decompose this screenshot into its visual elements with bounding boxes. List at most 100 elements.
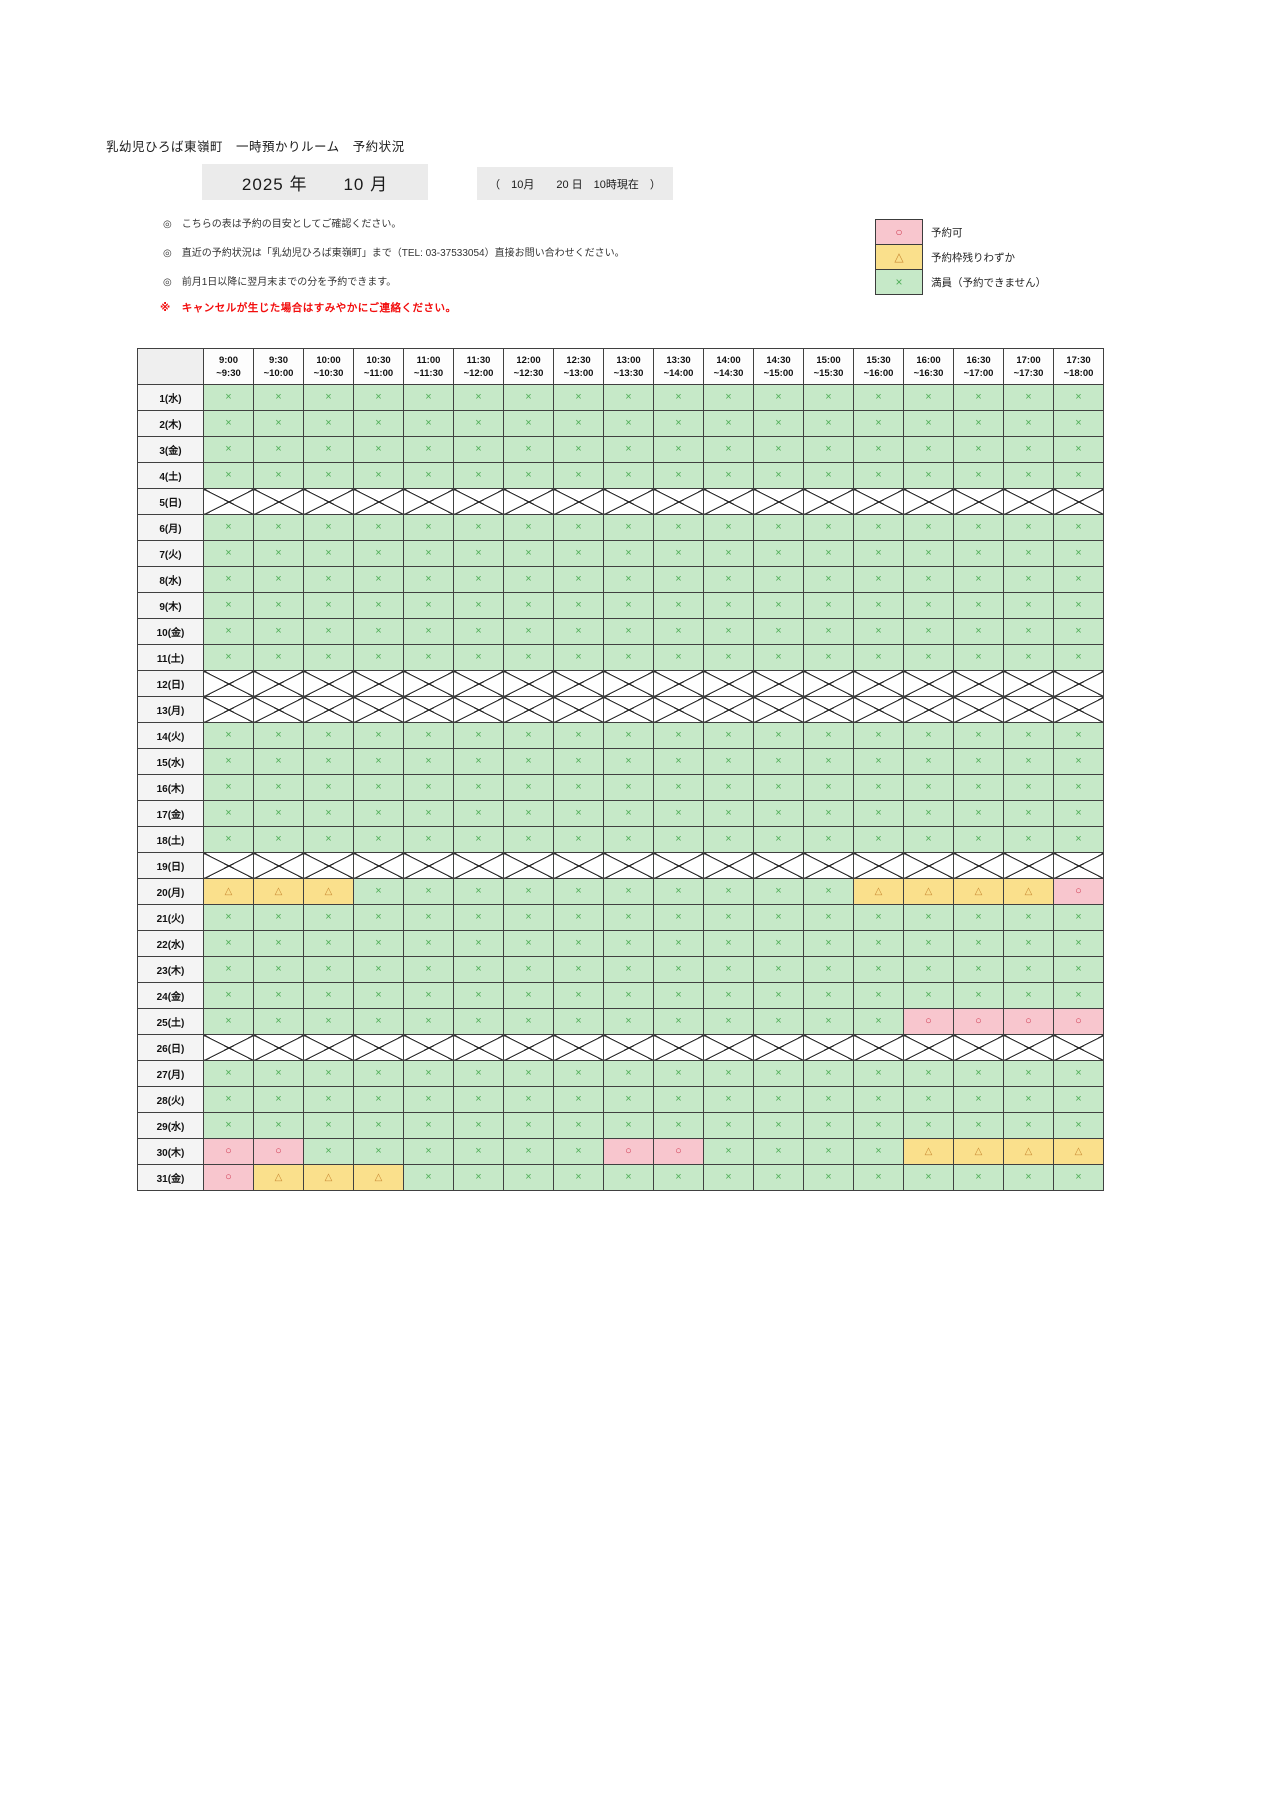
slot-cell-closed <box>953 1034 1004 1061</box>
slot-cell-full: × <box>803 1164 854 1191</box>
slot-cell-closed <box>853 852 904 879</box>
slot-cell-full: × <box>503 384 554 411</box>
slot-cell-full: × <box>503 410 554 437</box>
slot-cell-closed <box>253 696 304 723</box>
slot-cell-full: × <box>953 774 1004 801</box>
time-slot-header: 15:00 ~15:30 <box>803 348 854 385</box>
slot-cell-full: × <box>503 774 554 801</box>
slot-cell-full: × <box>953 644 1004 671</box>
day-label: 24(金) <box>137 982 204 1009</box>
day-row: 24(金) × × × × × × × × × × × × × × × × × × <box>137 982 1104 1009</box>
slot-cell-full: × <box>253 644 304 671</box>
slot-cell-full: × <box>1053 748 1104 775</box>
time-slot-start: 12:00 <box>516 354 541 366</box>
slot-cell-full: × <box>803 514 854 541</box>
corner-cell <box>137 348 204 385</box>
slot-cell-full: × <box>353 774 404 801</box>
slot-cell-full: × <box>303 514 354 541</box>
time-slot-end: ~13:30 <box>613 367 644 379</box>
slot-cell-full: × <box>1003 410 1054 437</box>
slot-cell-full: × <box>303 462 354 489</box>
slot-cell-full: × <box>953 618 1004 645</box>
slot-cell-full: × <box>453 410 504 437</box>
slot-cell-full: × <box>403 982 454 1009</box>
slot-cell-full: × <box>803 748 854 775</box>
slot-cell-full: × <box>553 514 604 541</box>
slot-cell-full: × <box>853 982 904 1009</box>
slot-cell-full: × <box>403 1008 454 1035</box>
slot-cell-closed <box>703 696 754 723</box>
time-slot-header: 16:00 ~16:30 <box>903 348 954 385</box>
slot-cell-full: × <box>253 982 304 1009</box>
slot-cell-few: △ <box>1003 878 1054 905</box>
legend-row: ○ 予約可 <box>875 219 1046 245</box>
slot-cell-closed <box>603 488 654 515</box>
slot-cell-full: × <box>953 384 1004 411</box>
time-slot-end: ~14:30 <box>713 367 744 379</box>
slot-cell-full: × <box>753 982 804 1009</box>
time-slot-end: ~17:30 <box>1013 367 1044 379</box>
slot-cell-closed <box>503 1034 554 1061</box>
time-slot-end: ~12:30 <box>513 367 544 379</box>
slot-cell-full: × <box>903 618 954 645</box>
slot-cell-full: × <box>403 800 454 827</box>
slot-cell-full: × <box>253 566 304 593</box>
slot-cell-full: × <box>553 904 604 931</box>
slot-cell-closed <box>403 852 454 879</box>
slot-cell-full: × <box>953 1164 1004 1191</box>
slot-cell-full: × <box>553 618 604 645</box>
slot-cell-full: × <box>1003 566 1054 593</box>
page-title: 乳幼児ひろば東嶺町 一時預かりルーム 予約状況 <box>106 140 405 154</box>
slot-cell-full: × <box>803 956 854 983</box>
slot-cell-full: × <box>703 618 754 645</box>
slot-cell-full: × <box>1053 1086 1104 1113</box>
slot-cell-full: × <box>953 514 1004 541</box>
slot-cell-full: × <box>753 956 804 983</box>
slot-cell-closed <box>453 1034 504 1061</box>
day-row: 17(金) × × × × × × × × × × × × × × × × × × <box>137 800 1104 827</box>
legend-row: × 満員（予約できません） <box>875 269 1046 295</box>
slot-cell-full: × <box>653 722 704 749</box>
slot-cell-full: × <box>553 540 604 567</box>
slot-cell-full: × <box>653 410 704 437</box>
slot-cell-full: × <box>903 1060 954 1087</box>
slot-cell-closed <box>303 696 354 723</box>
slot-cell-closed <box>903 852 954 879</box>
slot-cell-full: × <box>453 878 504 905</box>
slot-cell-full: × <box>253 540 304 567</box>
slot-cell-closed <box>303 670 354 697</box>
slot-cell-full: × <box>403 1164 454 1191</box>
slot-cell-closed <box>603 670 654 697</box>
slot-cell-full: × <box>803 982 854 1009</box>
slot-cell-full: × <box>903 540 954 567</box>
slot-cell-closed <box>503 852 554 879</box>
time-slot-end: ~12:00 <box>463 367 494 379</box>
day-row: 9(木) × × × × × × × × × × × × × × × × × × <box>137 592 1104 619</box>
day-label: 13(月) <box>137 696 204 723</box>
slot-cell-full: × <box>553 384 604 411</box>
day-label: 29(水) <box>137 1112 204 1139</box>
slot-cell-full: × <box>753 904 804 931</box>
slot-cell-full: × <box>403 748 454 775</box>
time-slot-header: 13:30 ~14:00 <box>653 348 704 385</box>
day-row: 11(土) × × × × × × × × × × × × × × × × × × <box>137 644 1104 671</box>
slot-cell-full: × <box>653 904 704 931</box>
slot-cell-full: × <box>1053 644 1104 671</box>
slot-cell-few: △ <box>1053 1138 1104 1165</box>
slot-cell-full: × <box>803 540 854 567</box>
slot-cell-full: × <box>703 566 754 593</box>
day-row: 21(火) × × × × × × × × × × × × × × × × × × <box>137 904 1104 931</box>
slot-cell-avail: ○ <box>953 1008 1004 1035</box>
time-slot-end: ~16:30 <box>913 367 944 379</box>
day-row: 16(木) × × × × × × × × × × × × × × × × × × <box>137 774 1104 801</box>
slot-cell-full: × <box>453 982 504 1009</box>
slot-cell-closed <box>603 696 654 723</box>
slot-cell-full: × <box>553 1008 604 1035</box>
slot-cell-full: × <box>353 514 404 541</box>
slot-cell-full: × <box>753 1086 804 1113</box>
slot-cell-closed <box>653 696 704 723</box>
slot-cell-full: × <box>1003 956 1054 983</box>
day-label: 18(土) <box>137 826 204 853</box>
slot-cell-full: × <box>1003 800 1054 827</box>
slot-cell-closed <box>203 852 254 879</box>
